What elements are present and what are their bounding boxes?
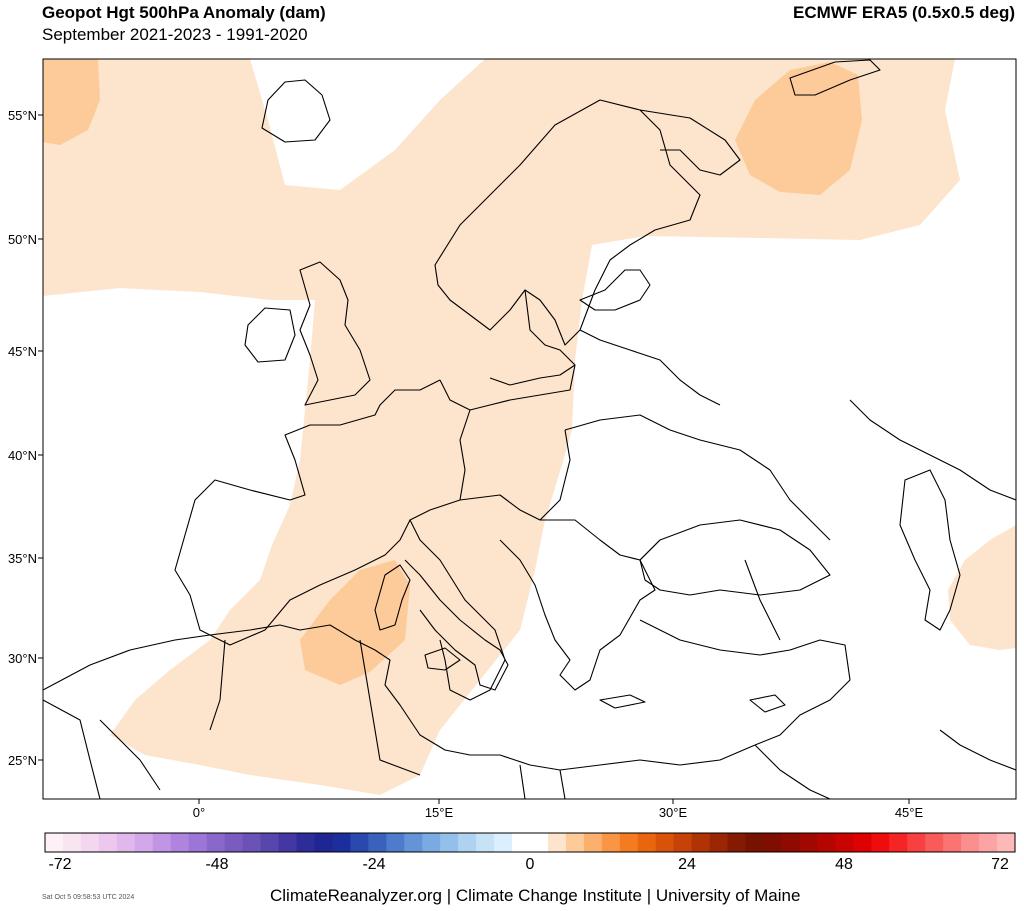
- legend-cell: [763, 833, 783, 852]
- legend-cell: [512, 833, 531, 852]
- legend-color-cells: [45, 833, 1016, 852]
- legend-cell: [134, 833, 154, 852]
- lat-label-55n: 55°N: [7, 108, 37, 123]
- legend-cell: [152, 833, 172, 852]
- anomaly-region-moderate-mediterranean: [300, 560, 410, 685]
- legend-cell: [619, 833, 639, 852]
- lon-label-15e: 15°E: [424, 805, 454, 820]
- legend-label-72: 72: [991, 856, 1009, 873]
- legend-cell: [925, 833, 944, 852]
- data-source: ECMWF ERA5 (0.5x0.5 deg): [793, 3, 1015, 22]
- legend-cell: [224, 833, 244, 852]
- legend-cell: [350, 833, 369, 852]
- lat-label-30n: 30°N: [7, 651, 37, 666]
- legend-cell: [709, 833, 729, 852]
- legend-cell: [889, 833, 908, 852]
- anomaly-region-light: [43, 59, 960, 795]
- legend-cell: [188, 833, 208, 852]
- legend-cell: [45, 833, 64, 852]
- legend-label-neg24: -24: [362, 856, 386, 873]
- legend-cell: [494, 833, 513, 852]
- credit-line: ClimateReanalyzer.org | Climate Change I…: [270, 886, 801, 905]
- render-timestamp: Sat Oct 5 09:58:53 UTC 2024: [42, 894, 135, 901]
- legend-cell: [296, 833, 316, 852]
- legend-cell: [386, 833, 405, 852]
- legend-cell: [332, 833, 351, 852]
- legend-label-24: 24: [678, 856, 696, 873]
- map-title: Geopot Hgt 500hPa Anomaly (dam): [42, 3, 326, 22]
- lat-label-50n: 50°N: [7, 232, 37, 247]
- anomaly-region-moderate-russia: [735, 62, 862, 195]
- legend-cell: [404, 833, 423, 852]
- legend-label-neg72: -72: [48, 856, 72, 873]
- legend-cell: [691, 833, 711, 852]
- legend-cell: [799, 833, 818, 852]
- map-frame: [42, 58, 1017, 800]
- legend-cell: [961, 833, 980, 852]
- legend-label-48: 48: [835, 856, 853, 873]
- legend-cell: [314, 833, 333, 852]
- lon-label-45e: 45°E: [894, 805, 924, 820]
- legend-cell: [98, 833, 118, 852]
- legend-cell: [601, 833, 621, 852]
- legend-cell: [242, 833, 262, 852]
- anomaly-region-light-east: [948, 525, 1016, 650]
- legend-label-neg48: -48: [205, 856, 229, 873]
- lat-label-45n: 45°N: [7, 344, 37, 359]
- legend-cell: [170, 833, 190, 852]
- coastlines: [43, 59, 1016, 799]
- legend-cell: [476, 833, 495, 852]
- legend-cell: [368, 833, 387, 852]
- legend-cell: [116, 833, 136, 852]
- legend-cell: [745, 833, 765, 852]
- legend-cell: [997, 833, 1016, 852]
- legend-cell: [727, 833, 747, 852]
- legend-cell: [260, 833, 280, 852]
- legend-cell: [530, 833, 549, 852]
- legend-cell: [673, 833, 693, 852]
- legend-cell: [637, 833, 657, 852]
- legend-cell: [458, 833, 477, 852]
- legend-cell: [853, 833, 872, 852]
- legend-cell: [871, 833, 890, 852]
- legend-cell: [907, 833, 926, 852]
- legend-cell: [440, 833, 459, 852]
- legend-cell: [278, 833, 298, 852]
- legend-cell: [583, 833, 603, 852]
- legend-cell: [943, 833, 962, 852]
- legend-frame: [44, 832, 1016, 853]
- legend-cell: [655, 833, 675, 852]
- legend-cell: [565, 833, 585, 852]
- axis-ticks: [38, 114, 910, 804]
- legend-cell: [979, 833, 998, 852]
- lat-label-25n: 25°N: [7, 753, 37, 768]
- lat-label-40n: 40°N: [7, 448, 37, 463]
- legend-cell: [422, 833, 441, 852]
- legend-cell: [781, 833, 801, 852]
- legend-cell: [835, 833, 854, 852]
- anomaly-region-moderate-atlantic: [43, 59, 100, 145]
- legend-cell: [547, 833, 567, 852]
- legend-cell: [62, 833, 82, 852]
- legend-label-0: 0: [525, 856, 535, 873]
- map-subtitle: September 2021-2023 - 1991-2020: [42, 25, 308, 44]
- lon-label-30e: 30°E: [658, 805, 688, 820]
- legend-cell: [80, 833, 100, 852]
- lon-label-0: 0°: [192, 805, 206, 820]
- legend-cell: [206, 833, 226, 852]
- lat-label-35n: 35°N: [7, 551, 37, 566]
- legend-cell: [817, 833, 836, 852]
